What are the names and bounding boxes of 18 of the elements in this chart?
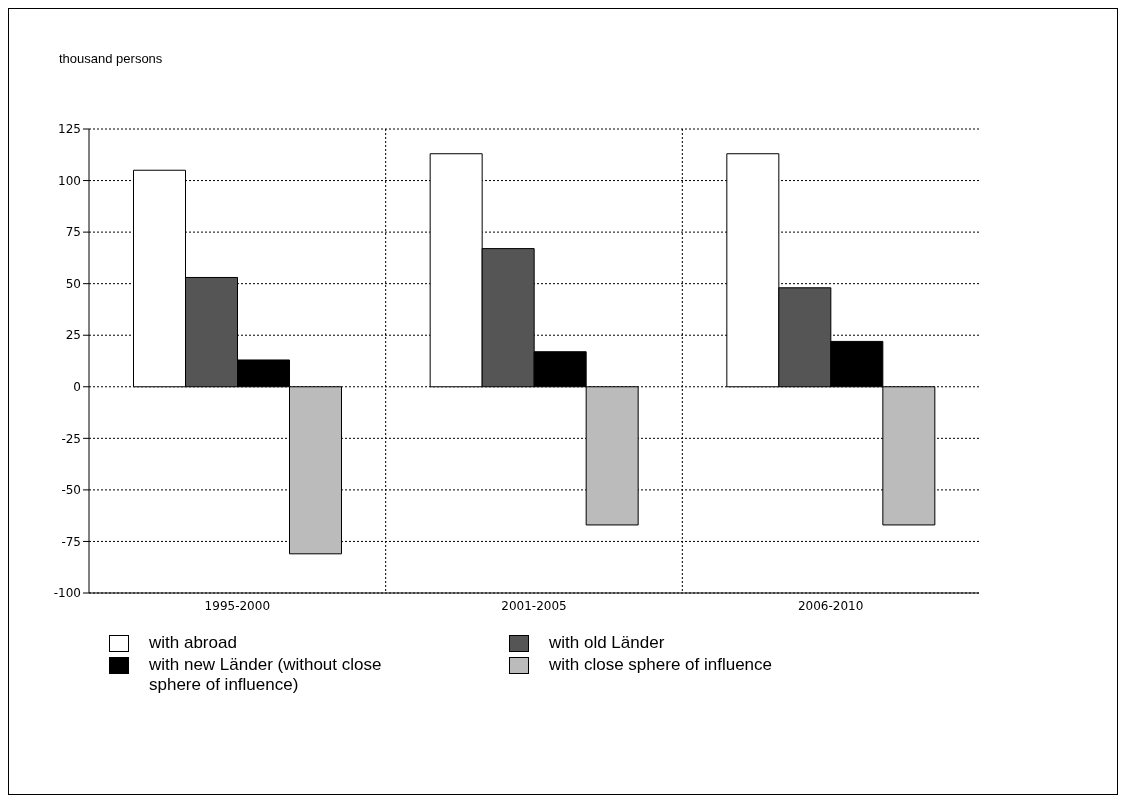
y-tick-label: -75 <box>61 534 81 549</box>
y-axis-title: thousand persons <box>59 51 163 66</box>
x-tick-label: 2006-2010 <box>797 598 864 613</box>
legend-label: with old Länder <box>549 633 666 653</box>
y-tick-label: -100 <box>53 586 81 601</box>
legend-label: with abroad <box>149 633 238 653</box>
x-tick-label: 2001-2005 <box>501 598 567 613</box>
legend-label: with new Länder (without close sphere of influence) <box>149 655 383 695</box>
legend-label: with close sphere of influence <box>549 655 774 675</box>
y-tick-label: -25 <box>61 431 81 446</box>
y-tick-label: 25 <box>65 328 81 343</box>
y-tick-label: 125 <box>58 122 81 137</box>
y-tick-label: 75 <box>65 225 81 240</box>
x-tick-label: 1995-2000 <box>204 598 271 613</box>
y-tick-label: 0 <box>73 380 81 395</box>
y-tick-label: 100 <box>58 173 81 188</box>
y-tick-label: -50 <box>61 483 81 498</box>
y-tick-label: 50 <box>65 276 81 291</box>
